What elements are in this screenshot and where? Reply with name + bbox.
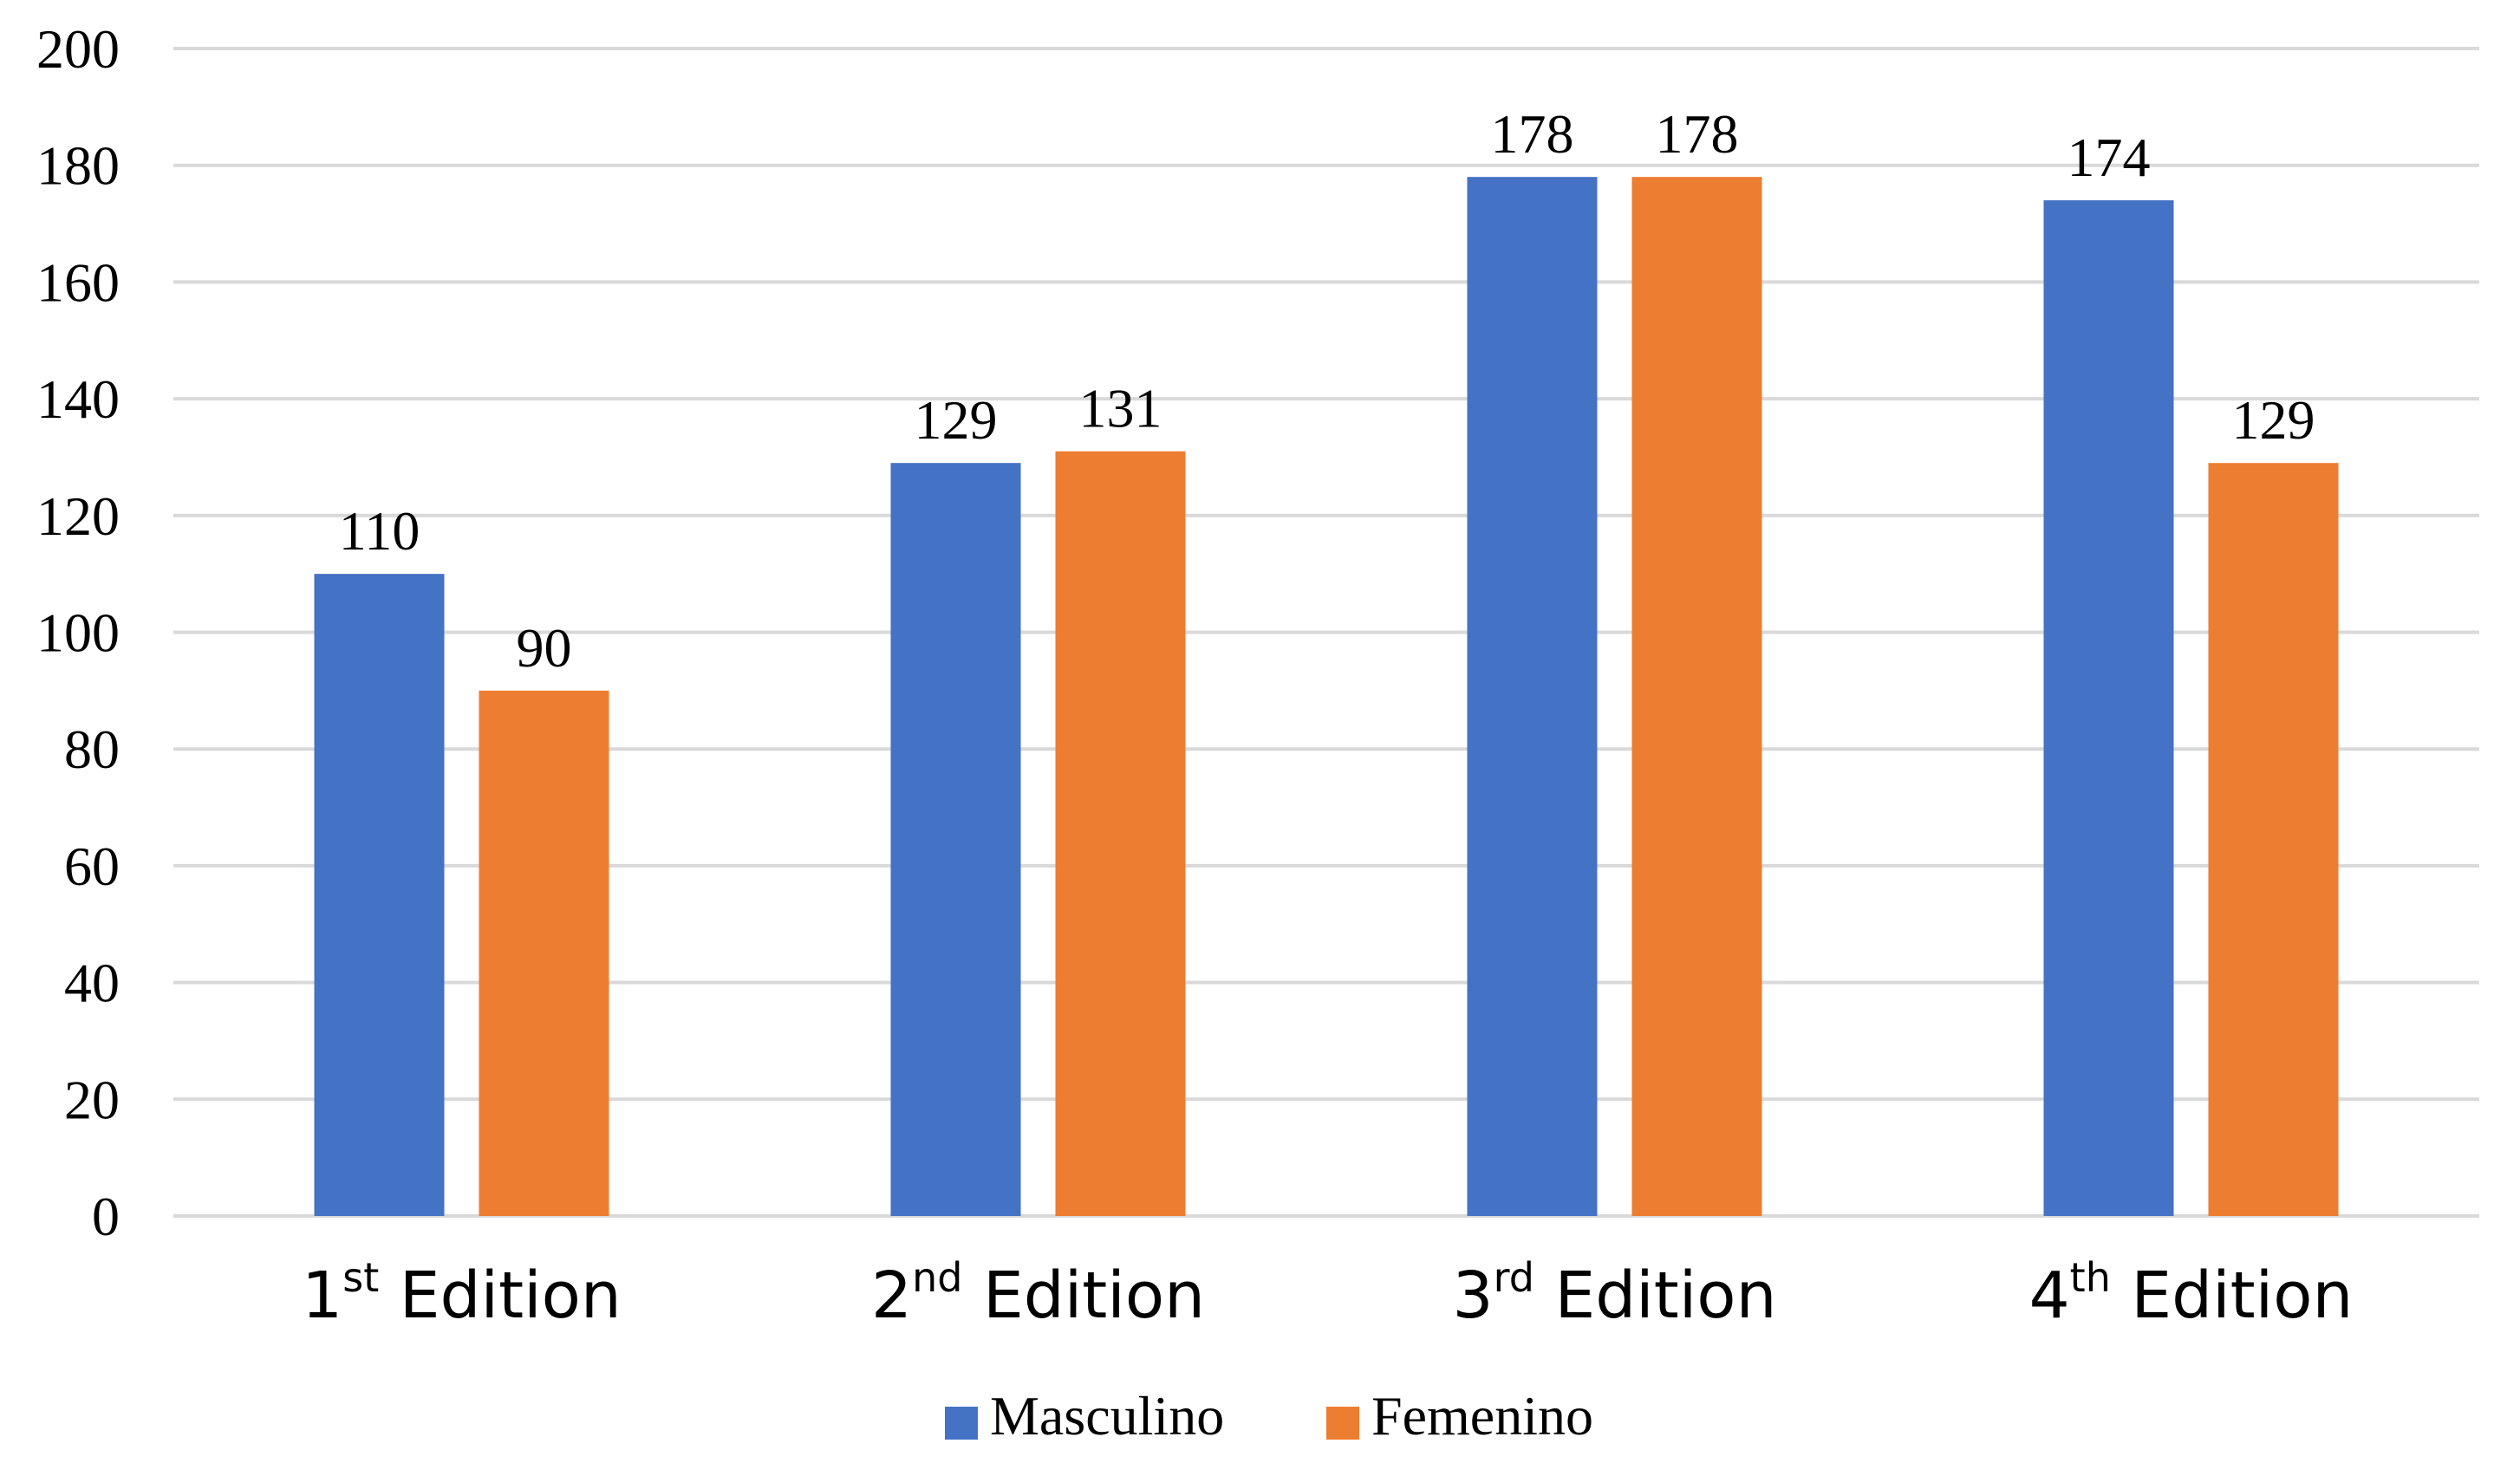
bar-masculino-1 bbox=[314, 574, 445, 1216]
x-category-label: 3rd Edition bbox=[1453, 1254, 1777, 1333]
y-tick-label: 0 bbox=[92, 1186, 120, 1247]
y-tick-label: 160 bbox=[36, 251, 120, 313]
x-category-label: 2nd Edition bbox=[871, 1254, 1205, 1333]
x-category-label: 1st Edition bbox=[302, 1254, 622, 1333]
data-label: 129 bbox=[2232, 389, 2315, 451]
bar-masculino-4 bbox=[2043, 200, 2174, 1217]
legend-swatch bbox=[945, 1407, 978, 1440]
legend-label: Masculino bbox=[990, 1385, 1224, 1447]
legend: Masculino Femenino bbox=[945, 1385, 1593, 1447]
y-tick-label: 80 bbox=[64, 718, 120, 780]
y-tick-label: 140 bbox=[36, 368, 120, 430]
bar-femenino-1 bbox=[479, 690, 609, 1216]
y-axis-ticks: 0 20 40 60 80 100 120 140 160 180 200 bbox=[36, 18, 120, 1247]
x-category-label: 4th Edition bbox=[2029, 1254, 2354, 1333]
legend-label: Femenino bbox=[1371, 1385, 1593, 1447]
x-axis-categories: 1st Edition 2nd Edition 3rd Edition 4th Edi… bbox=[302, 1254, 2353, 1333]
bars bbox=[314, 177, 2339, 1217]
y-tick-label: 120 bbox=[36, 485, 120, 547]
data-label: 90 bbox=[517, 617, 572, 679]
data-labels: 110 90 129 131 178 178 174 129 bbox=[339, 103, 2315, 679]
data-label: 129 bbox=[915, 389, 998, 451]
bar-femenino-4 bbox=[2208, 463, 2339, 1216]
legend-swatch bbox=[1326, 1407, 1359, 1440]
data-label: 174 bbox=[2067, 127, 2151, 188]
bar-masculino-2 bbox=[890, 463, 1021, 1216]
y-tick-label: 40 bbox=[64, 953, 120, 1014]
bar-femenino-3 bbox=[1631, 177, 1762, 1216]
bar-masculino-3 bbox=[1467, 177, 1598, 1216]
data-label: 110 bbox=[339, 500, 420, 562]
bar-femenino-2 bbox=[1055, 451, 1186, 1216]
y-tick-label: 20 bbox=[64, 1069, 120, 1130]
y-tick-label: 200 bbox=[36, 18, 120, 80]
data-label: 131 bbox=[1079, 378, 1162, 439]
y-tick-label: 60 bbox=[64, 836, 120, 897]
y-tick-label: 180 bbox=[36, 135, 120, 197]
data-label: 178 bbox=[1656, 103, 1739, 165]
data-label: 178 bbox=[1491, 103, 1574, 165]
y-tick-label: 100 bbox=[36, 602, 120, 664]
